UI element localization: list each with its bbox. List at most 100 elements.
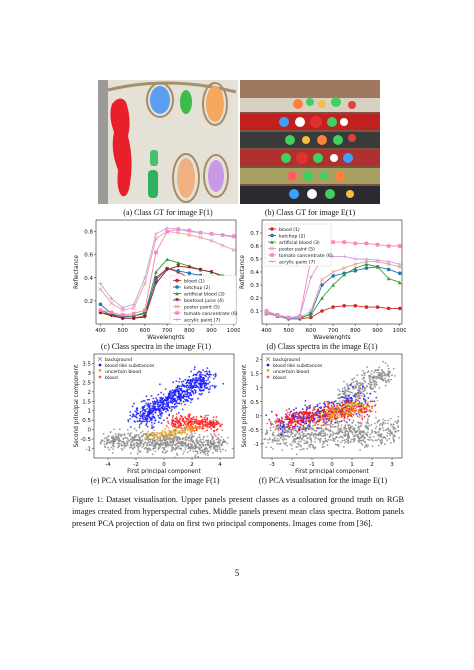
legend-marker [266,375,270,379]
scatter-point [134,410,136,413]
scatter-point [118,434,120,437]
scatter-point [364,372,366,374]
scatter-point [167,427,170,429]
y-tick-label: 0 [88,428,92,434]
scatter-point [142,420,145,423]
scatter-point [157,406,160,408]
scatter-point [180,385,183,388]
scatter-point [394,427,397,430]
scatter-point [376,371,379,374]
scatter-point [197,455,199,458]
scatter-point [204,419,207,422]
scatter-point [171,431,173,434]
scatter-point [131,436,134,439]
scatter-point [105,443,108,446]
scatter-point [177,422,179,425]
data-point [364,259,369,264]
scatter-point [159,446,161,449]
scatter-point [210,445,213,447]
scatter-point [363,389,366,391]
scatter-point [198,427,201,430]
scatter-point [367,444,370,447]
scatter-point [297,416,299,418]
x-tick-label: 900 [372,328,383,334]
scatter-point [326,433,329,436]
scatter-point [379,422,382,425]
scatter-point [189,434,192,437]
scatter-point [337,445,340,448]
data-point [176,269,181,273]
scatter-point [325,409,328,411]
data-point [364,257,369,261]
scatter-point [312,428,315,431]
scatter-point [192,450,195,453]
scatter-point [169,397,172,400]
scatter-point [373,371,376,374]
scatter-point [360,391,363,394]
scatter-point [117,436,120,438]
scatter-point [359,384,361,387]
scatter-point [351,401,354,403]
data-point [131,302,136,307]
scatter-point [295,446,298,448]
x-tick-label: -4 [105,462,111,468]
scatter-point [102,433,105,435]
scatter-point [126,429,129,431]
scatter-point [349,441,352,444]
scatter-point [152,445,155,448]
scatter-point [382,418,384,421]
scatter-point [353,429,356,432]
scatter-point [359,387,362,389]
scatter-point [315,422,317,425]
scatter-point [288,435,291,438]
scatter-point [176,432,179,434]
scatter-point [357,396,360,398]
scatter-point [133,444,135,447]
scatter-point [320,424,323,427]
scatter-point [145,432,148,435]
scatter-point [357,388,359,391]
data-point [209,238,214,243]
scatter-point [164,396,167,398]
scatter-point [307,436,310,439]
scatter-point [388,381,390,383]
scatter-point [380,436,383,438]
scatter-point [298,411,301,414]
scatter-point [362,385,364,388]
scatter-point [152,440,154,442]
data-point [176,230,181,235]
scatter-point [212,374,215,376]
scatter-point [135,429,138,432]
scatter-point [145,424,147,426]
scatter-point [204,447,206,450]
scatter-point [165,400,168,402]
data-point [320,296,324,300]
scatter-point [193,383,196,386]
scatter-point [145,395,148,398]
scatter-point [107,441,109,444]
scatter-point [184,391,186,393]
data-point [264,311,269,316]
scatter-point [292,420,295,423]
scatter-point [377,438,380,441]
scatter-point [178,429,181,432]
scatter-point [309,406,311,409]
scatter-point [209,388,211,390]
y-tick-label: 0.4 [84,276,93,282]
scatter-point [190,370,193,373]
scatter-point [192,377,195,380]
scatter-point [319,402,321,405]
scatter-point [190,382,193,384]
scatter-point [147,411,149,414]
scatter-point [363,398,365,401]
scatter-point [208,371,211,373]
scatter-point [344,403,347,406]
legend-marker [175,278,179,283]
scatter-point [349,427,352,430]
scatter-point [339,397,341,400]
scatter-point [338,413,341,416]
data-point [319,277,325,282]
scatter-point [301,436,304,439]
scatter-point [393,440,395,443]
scatter-point [191,446,193,448]
